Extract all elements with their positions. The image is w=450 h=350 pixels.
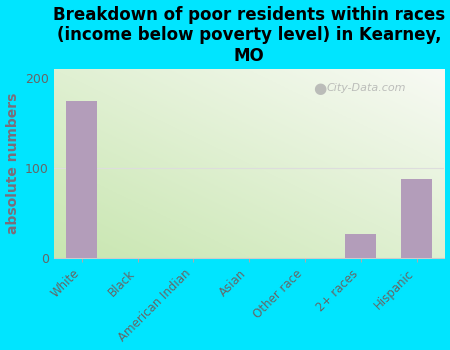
Title: Breakdown of poor residents within races
(income below poverty level) in Kearney: Breakdown of poor residents within races… [53,6,445,65]
Y-axis label: absolute numbers: absolute numbers [5,93,19,234]
Bar [67,101,97,258]
Text: ●: ● [313,81,326,96]
Text: City-Data.com: City-Data.com [327,83,406,93]
Bar [346,234,376,258]
Bar [401,179,432,258]
